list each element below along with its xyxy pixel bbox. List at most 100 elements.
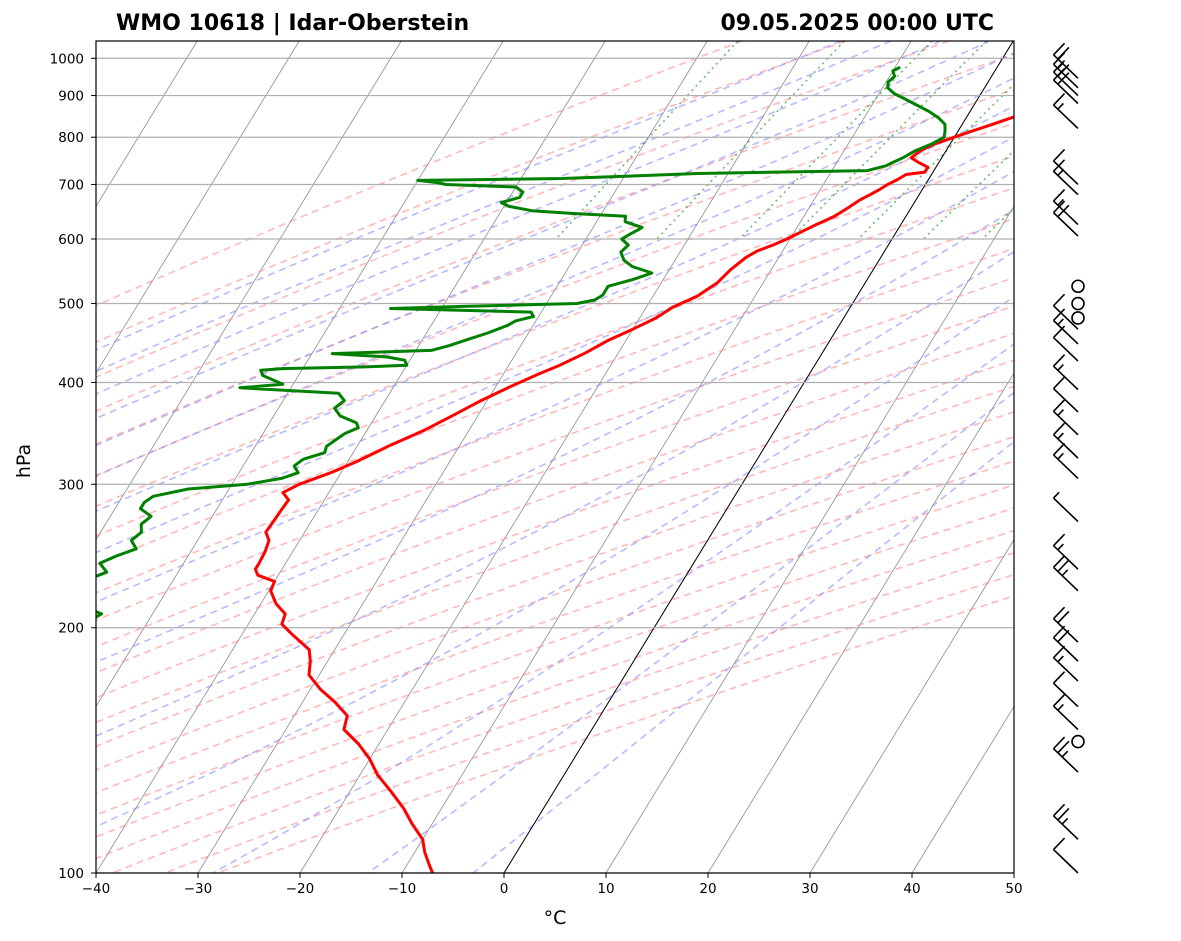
calm-wind-circle <box>1071 279 1085 294</box>
wind-barb-full <box>1057 740 1070 754</box>
wind-barb-full <box>1052 376 1066 390</box>
mixing-ratio-line <box>1153 41 1181 239</box>
dry-adiabat-line <box>96 247 1014 594</box>
wind-barb-staff <box>1052 170 1079 196</box>
wind-barb-full <box>1052 92 1066 106</box>
mixing-ratio-line <box>1113 41 1181 239</box>
wind-barb-staff <box>1052 545 1079 570</box>
wind-barb-full <box>1052 693 1066 707</box>
wind-barb-full <box>1052 42 1066 56</box>
x-tick-label: −10 <box>388 881 417 897</box>
wind-barb <box>1052 645 1079 682</box>
wind-barb <box>1052 42 1079 79</box>
wind-barb-staff <box>1052 618 1079 643</box>
isotherm-line <box>911 705 1014 873</box>
wind-barb-half <box>1057 543 1064 551</box>
wind-barb-half <box>1061 750 1069 758</box>
dry-adiabat-line <box>96 155 1014 508</box>
wind-barb-staff <box>1052 387 1079 413</box>
moist-adiabat-line <box>96 41 990 420</box>
wind-barb-full <box>1057 64 1070 77</box>
moist-adiabat-line <box>96 41 941 395</box>
moist-adiabat-line <box>96 250 1014 737</box>
dry-adiabat-line <box>96 507 1014 838</box>
wind-barb-staff <box>1052 212 1079 237</box>
background-lines <box>96 41 1181 873</box>
wind-barb-staff <box>1052 682 1079 708</box>
wind-barb <box>1052 376 1079 413</box>
y-tick-label: 200 <box>58 621 84 637</box>
wind-barb-full <box>1052 308 1066 322</box>
mixing-ratio-line <box>1060 41 1181 239</box>
x-axis-label: °C <box>544 907 567 929</box>
chart-title-station: WMO 10618 | Idar-Oberstein <box>116 11 469 36</box>
wind-barb-half <box>1057 409 1064 417</box>
wind-barb <box>1052 693 1079 731</box>
wind-barb <box>1052 308 1079 345</box>
wind-barb-staff <box>1052 848 1079 874</box>
wind-barb <box>1052 442 1079 480</box>
wind-barb-half <box>1057 102 1064 110</box>
y-tick-label: 800 <box>58 130 84 146</box>
wind-barb-full <box>1052 837 1066 851</box>
dry-adiabat-line <box>96 385 1014 724</box>
wind-barb-staff <box>1052 305 1079 330</box>
x-tick-label: −40 <box>82 881 111 897</box>
wind-barb-half <box>1057 318 1064 326</box>
isotherm-line <box>96 41 300 374</box>
zero-isotherm-line <box>503 41 1014 873</box>
wind-barb-staff <box>1052 454 1079 480</box>
wind-barb-half <box>1057 198 1064 206</box>
dry-adiabat-line <box>96 217 1014 566</box>
wind-barb-half <box>1061 569 1069 577</box>
isotherm-line <box>96 41 198 208</box>
moist-adiabat-line <box>96 295 1014 828</box>
y-axis-ticks: 1000 900 800 700 600 500 400 300 200 100 <box>50 51 96 882</box>
moist-adiabat-line <box>96 77 1014 477</box>
wind-barb <box>1052 422 1079 459</box>
wind-barb-full <box>1052 148 1066 162</box>
wind-barb-full <box>1052 422 1066 436</box>
wind-barb-staff <box>1052 104 1079 130</box>
moist-adiabat-line <box>96 41 892 373</box>
wind-barb-full <box>1052 671 1066 684</box>
wind-barb-full <box>1057 610 1070 624</box>
dry-adiabat-line <box>96 332 1014 674</box>
wind-barbs <box>1052 42 1085 874</box>
dry-adiabat-line <box>111 552 1014 873</box>
isotherm-line <box>401 41 912 873</box>
wind-barb <box>1052 533 1079 570</box>
mixing-ratio-line <box>738 41 933 240</box>
wind-barb <box>1052 803 1079 840</box>
wind-barb <box>1052 189 1079 226</box>
dry-adiabat-line <box>96 305 1014 648</box>
y-tick-label: 100 <box>58 866 84 882</box>
moist-adiabat-line <box>96 51 1014 447</box>
dry-adiabat-line <box>96 460 1014 794</box>
wind-barb-staff <box>1052 497 1079 523</box>
wind-barb-full <box>1052 399 1066 412</box>
wind-barb-full <box>1057 46 1070 60</box>
y-tick-label: 600 <box>58 232 84 248</box>
wind-barb-staff <box>1052 365 1079 391</box>
dewpoint-profile-line <box>96 65 947 619</box>
dry-adiabat-line <box>96 359 1014 699</box>
wind-barb-staff <box>1052 200 1079 226</box>
y-tick-label: 700 <box>58 177 84 193</box>
x-tick-label: −30 <box>184 881 213 897</box>
dry-adiabat-line <box>96 88 1014 445</box>
wind-barb <box>1052 837 1079 874</box>
wind-barb-full <box>1052 606 1066 620</box>
wind-barb <box>1052 491 1079 523</box>
y-tick-label: 900 <box>58 89 84 105</box>
dry-adiabat-line <box>96 41 743 307</box>
isotherm-line <box>96 41 606 873</box>
wind-barb-full <box>1052 555 1066 568</box>
wind-barb-full <box>1052 325 1066 339</box>
wind-barb-half <box>1057 655 1064 663</box>
calm-wind-circle <box>1071 734 1085 749</box>
isotherm-line <box>197 41 708 873</box>
moist-adiabat-line <box>96 41 842 351</box>
x-axis-ticks: −40 −30 −20 −10 0 10 20 30 40 50 <box>82 873 1023 897</box>
y-tick-label: 400 <box>58 375 84 391</box>
